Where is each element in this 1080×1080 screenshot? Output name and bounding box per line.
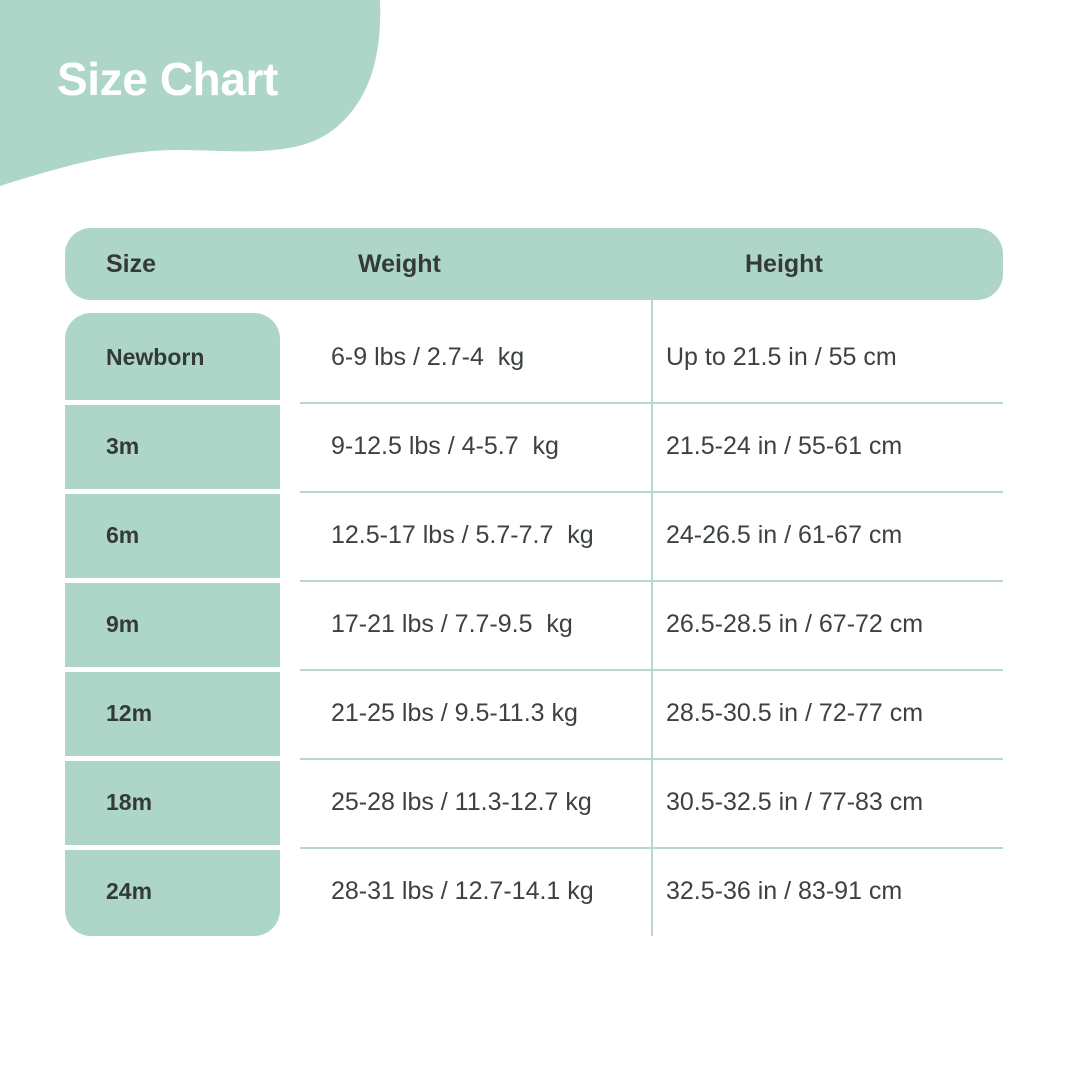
cell-size: Newborn [106,344,205,370]
size-cell-gap [65,399,280,405]
row-separator [300,580,1003,582]
cell-size: 6m [106,522,140,548]
size-cell-gap [65,755,280,761]
cell-weight: 6-9 lbs / 2.7-4 kg [331,343,525,371]
size-cell-gap [65,666,280,672]
page-title: Size Chart [57,53,278,105]
cell-height: 30.5-32.5 in / 77-83 cm [666,788,924,816]
column-header-height: Height [745,249,823,278]
table-row: 3m 9-12.5 lbs / 4-5.7 kg 21.5-24 in / 55… [65,402,1003,491]
column-header-weight: Weight [358,249,441,278]
size-chart-table: Size Weight Height Newborn 6-9 lbs / 2.7… [65,228,1003,936]
size-column-background [65,313,280,936]
cell-size: 9m [106,611,140,637]
cell-height: 26.5-28.5 in / 67-72 cm [666,610,924,638]
cell-weight: 25-28 lbs / 11.3-12.7 kg [331,788,592,816]
cell-height: 21.5-24 in / 55-61 cm [666,432,903,460]
cell-weight: 21-25 lbs / 9.5-11.3 kg [331,699,578,727]
column-header-size: Size [106,249,157,278]
table-header-row: Size Weight Height [65,228,1003,300]
row-separator [300,847,1003,849]
cell-height: Up to 21.5 in / 55 cm [666,343,897,371]
cell-weight: 9-12.5 lbs / 4-5.7 kg [331,432,559,460]
cell-height: 24-26.5 in / 61-67 cm [666,521,903,549]
row-separator [300,402,1003,404]
cell-weight: 12.5-17 lbs / 5.7-7.7 kg [331,521,594,549]
table-row: 24m 28-31 lbs / 12.7-14.1 kg 32.5-36 in … [65,847,1003,936]
table-row: Newborn 6-9 lbs / 2.7-4 kg Up to 21.5 in… [65,313,1003,402]
table-body: Newborn 6-9 lbs / 2.7-4 kg Up to 21.5 in… [65,300,1003,936]
table-row: 6m 12.5-17 lbs / 5.7-7.7 kg 24-26.5 in /… [65,491,1003,580]
table-row: 9m 17-21 lbs / 7.7-9.5 kg 26.5-28.5 in /… [65,580,1003,669]
size-cell-gap [65,488,280,494]
row-separator [300,491,1003,493]
cell-weight: 17-21 lbs / 7.7-9.5 kg [331,610,573,638]
cell-size: 24m [106,878,153,904]
table-row: 12m 21-25 lbs / 9.5-11.3 kg 28.5-30.5 in… [65,669,1003,758]
size-cell-gap [65,577,280,583]
cell-height: 32.5-36 in / 83-91 cm [666,877,903,905]
cell-size: 3m [106,433,140,459]
cell-size: 18m [106,789,153,815]
cell-height: 28.5-30.5 in / 72-77 cm [666,699,924,727]
size-cell-gap [65,844,280,850]
cell-size: 12m [106,700,153,726]
table-row: 18m 25-28 lbs / 11.3-12.7 kg 30.5-32.5 i… [65,758,1003,847]
row-separator [300,669,1003,671]
column-divider-vertical [651,300,653,936]
cell-weight: 28-31 lbs / 12.7-14.1 kg [331,877,594,905]
row-separator [300,758,1003,760]
